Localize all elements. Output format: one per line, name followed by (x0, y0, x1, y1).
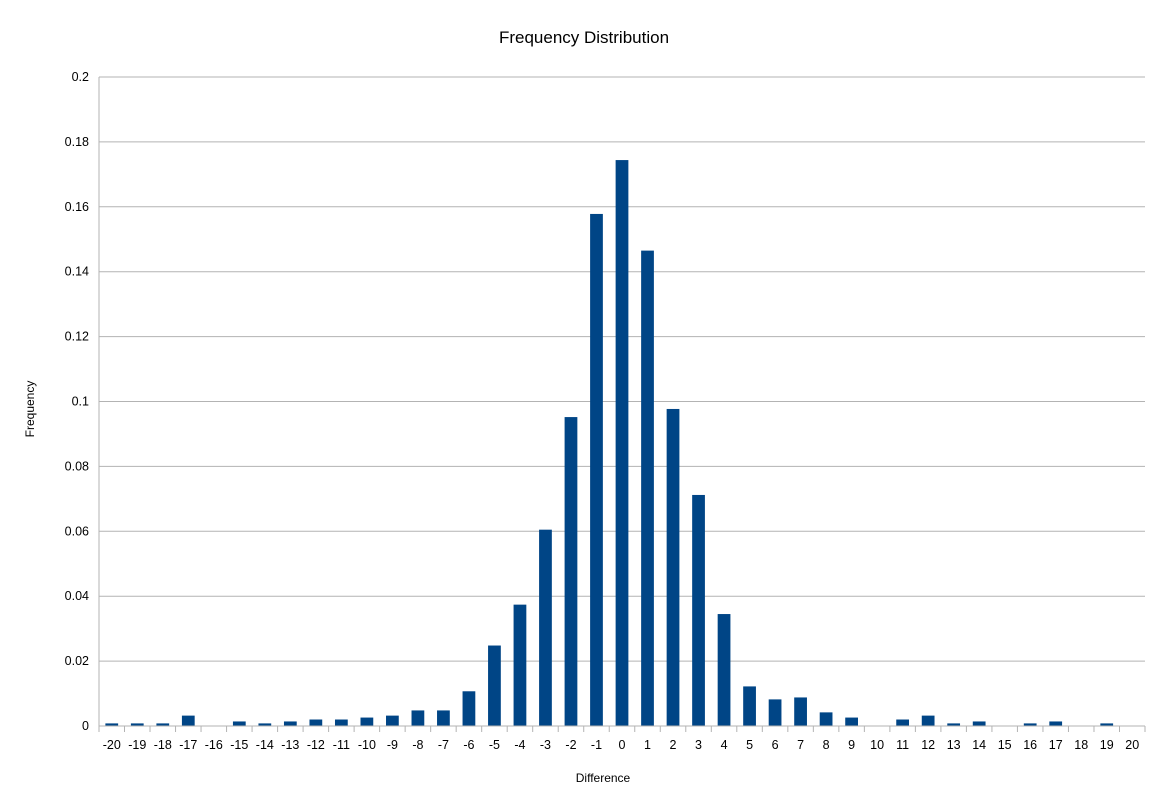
bar-series (105, 160, 1114, 727)
x-tick-label: -2 (565, 738, 576, 752)
x-tick-label: -9 (387, 738, 398, 752)
x-tick-label: -10 (358, 738, 376, 752)
x-tick-label: 10 (870, 738, 884, 752)
bar (1100, 723, 1114, 726)
x-tick-label: 12 (921, 738, 935, 752)
y-tick-label: 0.06 (65, 524, 89, 538)
bar (615, 160, 629, 726)
bar (947, 723, 961, 726)
x-tick-label: 2 (670, 738, 677, 752)
y-tick-label: 0.04 (65, 589, 89, 603)
y-tick-label: 0.02 (65, 654, 89, 668)
x-tick-label: 9 (848, 738, 855, 752)
x-tick-label: -19 (128, 738, 146, 752)
x-tick-labels: -20 -19 -18 -17 -16 -15 -14 -13 -12 -11 -10 -9 -8 -7-… (103, 738, 1140, 752)
y-tick-label: 0.18 (65, 135, 89, 149)
x-tick-label: -4 (514, 738, 525, 752)
x-tick-label: -6 (463, 738, 474, 752)
bar (360, 717, 374, 726)
x-tick-label: 7 (797, 738, 804, 752)
x-tick-label: 20 (1125, 738, 1139, 752)
bar (513, 604, 527, 726)
bar (105, 723, 119, 726)
x-axis-title: Difference (576, 771, 631, 785)
bar (692, 494, 705, 726)
x-tick-label: -12 (307, 738, 325, 752)
x-tick-label: -14 (256, 738, 274, 752)
bar (972, 721, 986, 726)
y-tick-label: 0.12 (65, 330, 89, 344)
x-tick-label: 1 (644, 738, 651, 752)
bar (283, 721, 297, 726)
y-tick-label: 0 (82, 719, 89, 733)
x-tick-label: 13 (947, 738, 961, 752)
bar (539, 529, 552, 726)
x-tick-label: 16 (1023, 738, 1037, 752)
x-tick-label: -11 (333, 738, 350, 752)
bar (334, 719, 348, 726)
bar (258, 723, 272, 726)
bar (309, 719, 323, 726)
bar (896, 719, 910, 726)
bar (819, 712, 833, 726)
axes (98, 77, 1146, 732)
x-tick-label: -15 (230, 738, 248, 752)
x-tick-label: -1 (591, 738, 602, 752)
chart-title: Frequency Distribution (499, 28, 669, 47)
bar (1023, 723, 1037, 726)
bar (921, 715, 935, 726)
x-tick-label: 4 (721, 738, 728, 752)
bar (488, 645, 501, 726)
y-tick-label: 0.16 (65, 200, 89, 214)
x-tick-label: 18 (1074, 738, 1088, 752)
bar (232, 721, 246, 726)
x-tick-label: -8 (412, 738, 423, 752)
x-tick-label: 5 (746, 738, 753, 752)
bar (641, 250, 654, 727)
bar (462, 691, 476, 726)
x-tick-label: -5 (489, 738, 500, 752)
x-tick-label: 14 (972, 738, 986, 752)
x-tick-label: -13 (281, 738, 299, 752)
bar (156, 723, 170, 726)
y-tick-label: 0.1 (72, 395, 89, 409)
y-tick-label: 0.14 (65, 265, 89, 279)
bar (743, 686, 756, 726)
x-tick-label: 8 (823, 738, 830, 752)
bar (181, 715, 195, 726)
x-tick-label: 19 (1100, 738, 1114, 752)
x-tick-label: -20 (103, 738, 121, 752)
x-tick-label: -16 (205, 738, 223, 752)
bar (666, 408, 680, 726)
bar (386, 715, 399, 726)
bar (411, 710, 425, 726)
bar (590, 213, 603, 727)
y-tick-labels: 0 0.02 0.04 0.06 0.08 0.1 0.12 0.14 0.16 0.18 0.2 (65, 70, 89, 733)
y-tick-label: 0.08 (65, 459, 89, 473)
x-tick-label: 15 (998, 738, 1012, 752)
x-tick-label: 11 (896, 738, 909, 752)
x-tick-label: 17 (1049, 738, 1063, 752)
bar (794, 697, 807, 726)
x-tick-label: 6 (772, 738, 779, 752)
bar (130, 723, 144, 726)
x-tick-label: -3 (540, 738, 551, 752)
bar (437, 710, 450, 726)
x-tick-label: 3 (695, 738, 702, 752)
bar (1049, 721, 1063, 726)
bar (768, 699, 782, 726)
y-axis-title: Frequency (23, 381, 37, 438)
bar (845, 717, 858, 726)
x-tick-label: -7 (438, 738, 449, 752)
bar (564, 417, 578, 726)
bar (717, 614, 731, 726)
x-tick-label: -17 (179, 738, 197, 752)
y-tick-label: 0.2 (72, 70, 89, 84)
x-tick-label: -18 (154, 738, 172, 752)
x-tick-label: 0 (619, 738, 626, 752)
